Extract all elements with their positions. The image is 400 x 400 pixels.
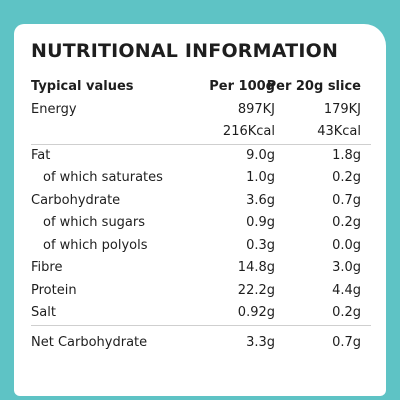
row-per-slice: 0.2g bbox=[332, 305, 361, 320]
row-per-slice: 0.2g bbox=[332, 215, 361, 230]
row-protein: Protein 22.2g 4.4g bbox=[31, 280, 371, 303]
row-label: of which polyols bbox=[43, 237, 148, 253]
row-energy-kcal: 216Kcal 43Kcal bbox=[31, 121, 371, 145]
row-per-slice: 0.7g bbox=[332, 334, 361, 350]
row-per-100g: 3.3g bbox=[246, 334, 275, 350]
row-per-100g: 1.0g bbox=[246, 170, 275, 185]
row-per-slice: 0.2g bbox=[332, 170, 361, 185]
row-label: Fat bbox=[31, 147, 51, 163]
row-per-100g: 0.9g bbox=[246, 215, 275, 230]
row-salt: Salt 0.92g 0.2g bbox=[31, 302, 371, 326]
row-net-carbohydrate: Net Carbohydrate 3.3g 0.7g bbox=[31, 332, 371, 355]
row-fibre: Fibre 14.8g 3.0g bbox=[31, 257, 371, 280]
row-label: of which sugars bbox=[43, 215, 146, 230]
nutrition-panel bbox=[14, 24, 386, 396]
row-label: Protein bbox=[31, 282, 77, 298]
row-per-slice: 0.7g bbox=[332, 192, 361, 208]
row-per-100g: 22.2g bbox=[237, 282, 275, 298]
row-per-100g: 0.3g bbox=[246, 237, 275, 253]
row-label: Energy bbox=[31, 101, 77, 117]
row-per-100g: 897KJ bbox=[237, 101, 275, 117]
row-sugars: of which sugars 0.9g 0.2g bbox=[31, 212, 371, 235]
row-per-100g: 3.6g bbox=[246, 192, 275, 208]
row-per-slice: 3.0g bbox=[332, 260, 361, 275]
row-per-100g: 0.92g bbox=[237, 305, 275, 320]
row-per-100g: 216Kcal bbox=[222, 124, 275, 139]
row-carbohydrate: Carbohydrate 3.6g 0.7g bbox=[31, 190, 371, 213]
row-label: Fibre bbox=[31, 260, 63, 275]
table-header-row: Typical values Per 100g Per 20g slice bbox=[31, 76, 371, 99]
row-per-slice: 43Kcal bbox=[317, 124, 361, 139]
row-per-100g: 14.8g bbox=[237, 260, 275, 275]
header-per-slice: Per 20g slice bbox=[266, 79, 361, 94]
row-per-slice: 1.8g bbox=[332, 147, 361, 163]
header-typical-values: Typical values bbox=[31, 79, 134, 94]
row-label: Net Carbohydrate bbox=[31, 334, 148, 350]
row-saturates: of which saturates 1.0g 0.2g bbox=[31, 167, 371, 190]
row-fat: Fat 9.0g 1.8g bbox=[31, 145, 371, 168]
nutrition-table: Typical values Per 100g Per 20g slice En… bbox=[31, 76, 371, 354]
header-per-100g: Per 100g bbox=[209, 79, 275, 94]
row-polyols: of which polyols 0.3g 0.0g bbox=[31, 235, 371, 258]
row-per-slice: 0.0g bbox=[332, 237, 361, 253]
row-per-100g: 9.0g bbox=[246, 147, 275, 163]
nutrition-title: NUTRITIONAL INFORMATION bbox=[31, 40, 339, 62]
row-per-slice: 4.4g bbox=[332, 282, 361, 298]
row-label: Carbohydrate bbox=[31, 192, 121, 208]
row-per-slice: 179KJ bbox=[323, 101, 361, 117]
row-label: of which saturates bbox=[43, 170, 163, 185]
row-energy-kj: Energy 897KJ 179KJ bbox=[31, 99, 371, 122]
row-label: Salt bbox=[31, 305, 56, 320]
